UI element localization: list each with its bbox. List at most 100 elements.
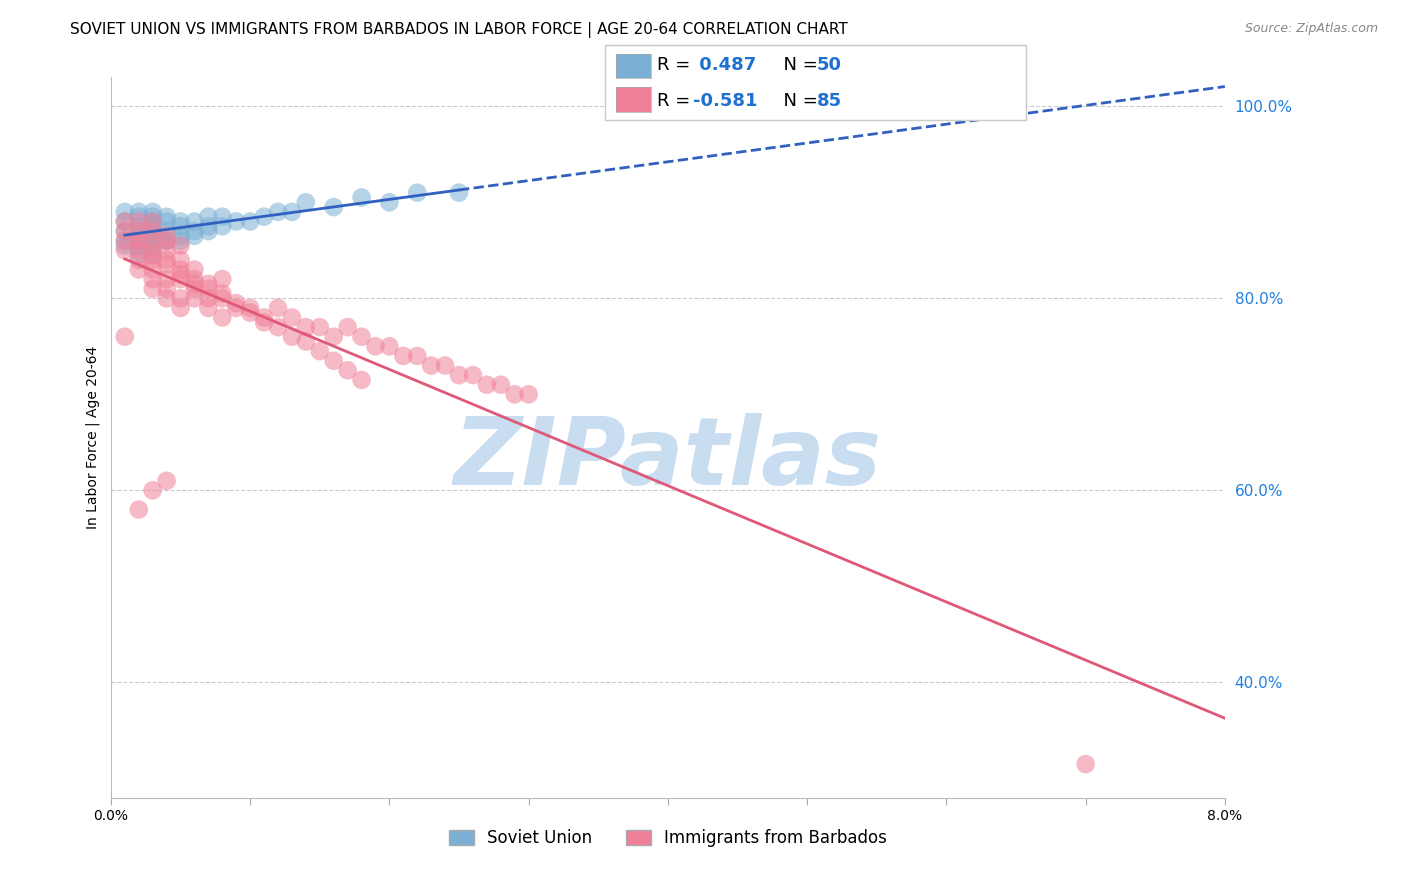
Point xyxy=(336,320,359,334)
Point xyxy=(183,224,205,238)
Point xyxy=(142,224,165,238)
Point xyxy=(169,228,191,243)
Text: 50: 50 xyxy=(817,56,842,74)
Point xyxy=(169,234,191,248)
Point xyxy=(114,224,136,238)
Point xyxy=(142,219,165,234)
Point xyxy=(142,234,165,248)
Point xyxy=(114,244,136,258)
Point xyxy=(128,224,150,238)
Point xyxy=(155,474,177,488)
Point xyxy=(225,296,247,310)
Point xyxy=(142,244,165,258)
Point xyxy=(211,286,233,301)
Point xyxy=(225,301,247,315)
Point xyxy=(142,248,165,262)
Point xyxy=(128,502,150,516)
Point xyxy=(197,277,219,291)
Point xyxy=(169,301,191,315)
Point xyxy=(142,248,165,262)
Point xyxy=(114,205,136,219)
Point xyxy=(155,282,177,296)
Point xyxy=(142,238,165,252)
Text: -0.581: -0.581 xyxy=(693,92,758,110)
Point xyxy=(169,238,191,252)
Point xyxy=(211,291,233,305)
Point xyxy=(406,349,429,363)
Point xyxy=(183,214,205,228)
Point xyxy=(253,210,276,224)
Point xyxy=(155,252,177,267)
Point xyxy=(128,262,150,277)
Point xyxy=(281,205,304,219)
Point xyxy=(142,210,165,224)
Point xyxy=(183,228,205,243)
Point xyxy=(155,234,177,248)
Point xyxy=(155,258,177,272)
Point xyxy=(267,320,290,334)
Text: R =: R = xyxy=(657,56,696,74)
Point xyxy=(434,359,457,373)
Point xyxy=(211,219,233,234)
Point xyxy=(114,224,136,238)
Point xyxy=(128,234,150,248)
Point xyxy=(322,200,344,214)
Point xyxy=(114,214,136,228)
Point xyxy=(253,310,276,325)
Text: SOVIET UNION VS IMMIGRANTS FROM BARBADOS IN LABOR FORCE | AGE 20-64 CORRELATION : SOVIET UNION VS IMMIGRANTS FROM BARBADOS… xyxy=(70,22,848,38)
Point xyxy=(183,272,205,286)
Point xyxy=(295,195,318,210)
Point xyxy=(169,262,191,277)
Point xyxy=(155,244,177,258)
Point xyxy=(114,234,136,248)
Point xyxy=(1074,757,1097,772)
Point xyxy=(461,368,484,383)
Point xyxy=(142,483,165,498)
Point xyxy=(295,320,318,334)
Point xyxy=(183,291,205,305)
Point xyxy=(197,291,219,305)
Point xyxy=(183,282,205,296)
Point xyxy=(281,310,304,325)
Point xyxy=(155,224,177,238)
Point xyxy=(128,214,150,228)
Point xyxy=(142,282,165,296)
Point xyxy=(197,282,219,296)
Point xyxy=(253,315,276,329)
Point xyxy=(142,262,165,277)
Text: Source: ZipAtlas.com: Source: ZipAtlas.com xyxy=(1244,22,1378,36)
Point xyxy=(447,186,470,200)
Legend: Soviet Union, Immigrants from Barbados: Soviet Union, Immigrants from Barbados xyxy=(443,822,894,855)
Point xyxy=(128,205,150,219)
Point xyxy=(155,291,177,305)
Point xyxy=(350,190,373,204)
Text: R =: R = xyxy=(657,92,696,110)
Point xyxy=(155,228,177,243)
Point xyxy=(142,224,165,238)
Point xyxy=(155,214,177,228)
Point xyxy=(197,224,219,238)
Point xyxy=(128,219,150,234)
Point xyxy=(155,234,177,248)
Point xyxy=(142,252,165,267)
Point xyxy=(169,219,191,234)
Point xyxy=(197,301,219,315)
Point xyxy=(142,234,165,248)
Point xyxy=(308,344,330,359)
Point xyxy=(350,373,373,387)
Point xyxy=(239,306,262,320)
Point xyxy=(155,272,177,286)
Point xyxy=(517,387,540,401)
Point xyxy=(392,349,415,363)
Point xyxy=(197,210,219,224)
Point xyxy=(420,359,443,373)
Text: 0.487: 0.487 xyxy=(693,56,756,74)
Text: N =: N = xyxy=(772,92,824,110)
Point xyxy=(142,205,165,219)
Point xyxy=(239,301,262,315)
Point xyxy=(128,224,150,238)
Point xyxy=(114,238,136,252)
Point xyxy=(128,238,150,252)
Point xyxy=(211,310,233,325)
Point xyxy=(142,214,165,228)
